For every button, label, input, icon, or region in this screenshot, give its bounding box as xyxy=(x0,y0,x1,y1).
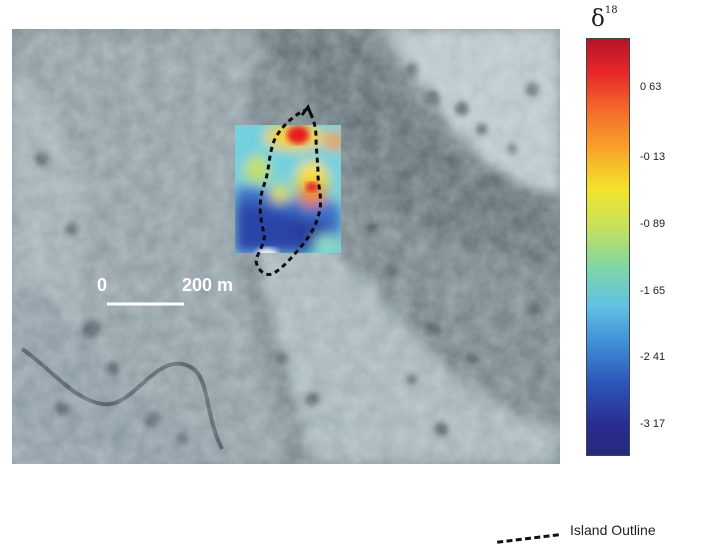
colorbar-tick: -0 13 xyxy=(640,151,666,163)
scale-end-label: 200 m xyxy=(182,275,233,295)
colorbar xyxy=(586,38,630,456)
colorbar-superscript: 18 xyxy=(604,5,618,17)
colorbar-tick: -3 17 xyxy=(640,418,666,430)
legend-label: Island Outline xyxy=(570,522,656,538)
colorbar-title: δ18 xyxy=(591,5,618,32)
isotope-heatmap xyxy=(235,125,341,253)
legend-dashed-line xyxy=(497,533,559,544)
colorbar-symbol: δ xyxy=(591,6,605,32)
colorbar-tick: -0 89 xyxy=(640,218,666,230)
colorbar-tick: -1 65 xyxy=(640,285,666,297)
colorbar-tick: -2 41 xyxy=(640,351,666,363)
scale-start-label: 0 xyxy=(97,275,107,295)
colorbar-tick: 0 63 xyxy=(640,81,662,93)
aerial-map: 0 200 m xyxy=(12,29,560,464)
